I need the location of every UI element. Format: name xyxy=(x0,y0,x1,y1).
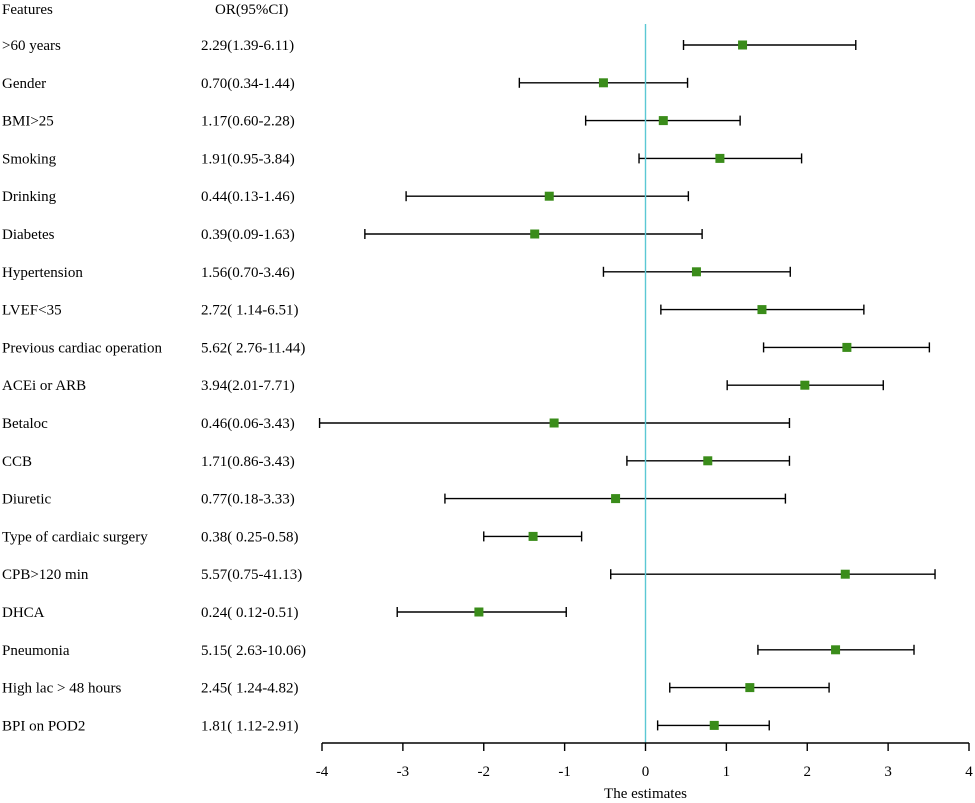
forest-row: LVEF<35 2.72( 1.14-6.51) xyxy=(2,303,865,319)
x-tick-label: 3 xyxy=(884,764,892,780)
or-ci-label: 1.56(0.70-3.46) xyxy=(201,265,295,281)
x-axis-label: The estimates xyxy=(604,786,687,802)
estimate-marker xyxy=(658,116,668,126)
forest-row: Gender 0.70(0.34-1.44) xyxy=(2,76,689,92)
estimate-marker xyxy=(709,720,719,730)
feature-label: Hypertension xyxy=(2,265,83,281)
x-axis: -4 -3 -2 -1 0 1 2 3 4 xyxy=(316,742,973,780)
feature-label: DHCA xyxy=(2,605,45,621)
x-tick-label: 1 xyxy=(723,764,731,780)
forest-row: Diabetes 0.39(0.09-1.63) xyxy=(2,227,703,243)
or-ci-label: 1.81( 1.12-2.91) xyxy=(201,718,299,734)
feature-label: Pneumonia xyxy=(2,643,70,659)
forest-row: BMI>25 1.17(0.60-2.28) xyxy=(2,114,741,130)
forest-row: Pneumonia 5.15( 2.63-10.06) xyxy=(2,643,915,659)
forest-row: Diuretic 0.77(0.18-3.33) xyxy=(2,492,787,508)
x-tick-label: -2 xyxy=(478,764,491,780)
or-ci-label: 2.45( 1.24-4.82) xyxy=(201,681,299,697)
or-ci-label: 0.44(0.13-1.46) xyxy=(201,189,295,205)
feature-label: Diuretic xyxy=(2,492,51,508)
or-ci-label: 0.39(0.09-1.63) xyxy=(201,227,295,243)
x-tick-label: 2 xyxy=(804,764,812,780)
feature-label: Type of cardiaic surgery xyxy=(2,529,148,545)
or-ci-label: 1.71(0.86-3.43) xyxy=(201,454,295,470)
or-ci-label: 2.29(1.39-6.11) xyxy=(201,38,294,54)
forest-row: >60 years 2.29(1.39-6.11) xyxy=(2,38,857,54)
feature-label: BPI on POD2 xyxy=(2,718,85,734)
feature-label: Diabetes xyxy=(2,227,55,243)
feature-label: ACEi or ARB xyxy=(2,378,86,394)
x-tick-label: 0 xyxy=(642,764,650,780)
forest-row: CCB 1.71(0.86-3.43) xyxy=(2,454,791,470)
or-ci-label: 2.72( 1.14-6.51) xyxy=(201,303,299,319)
feature-label: LVEF<35 xyxy=(2,303,62,319)
x-tick-label: 4 xyxy=(965,764,973,780)
forest-row: CPB>120 min 5.57(0.75-41.13) xyxy=(2,567,936,583)
or-ci-label: 5.57(0.75-41.13) xyxy=(201,567,302,583)
or-ci-label: 1.91(0.95-3.84) xyxy=(201,151,295,167)
features-header: Features xyxy=(2,2,53,18)
forest-row: Smoking 1.91(0.95-3.84) xyxy=(2,151,803,167)
or-ci-label: 5.15( 2.63-10.06) xyxy=(201,643,306,659)
or-ci-label: 5.62( 2.76-11.44) xyxy=(201,340,305,356)
estimate-marker xyxy=(549,418,559,428)
estimate-marker xyxy=(703,456,713,466)
estimate-marker xyxy=(528,531,538,541)
feature-label: Gender xyxy=(2,76,46,92)
forest-row: Type of cardiaic surgery 0.38( 0.25-0.58) xyxy=(2,529,583,545)
estimate-marker xyxy=(738,40,748,50)
forest-row: Betaloc 0.46(0.06-3.43) xyxy=(2,416,791,432)
estimate-marker xyxy=(800,380,810,390)
forest-row: Drinking 0.44(0.13-1.46) xyxy=(2,189,690,205)
or-header: OR(95%CI) xyxy=(215,2,288,18)
estimate-marker xyxy=(598,78,608,88)
estimate-marker xyxy=(611,494,621,504)
forest-row: DHCA 0.24( 0.12-0.51) xyxy=(2,605,567,621)
feature-label: CPB>120 min xyxy=(2,567,89,583)
estimate-marker xyxy=(831,645,841,655)
estimate-marker xyxy=(715,153,725,163)
estimate-marker xyxy=(691,267,701,277)
or-ci-label: 1.17(0.60-2.28) xyxy=(201,114,295,130)
feature-label: Drinking xyxy=(2,189,57,205)
estimate-marker xyxy=(745,683,755,693)
feature-label: BMI>25 xyxy=(2,114,54,130)
x-tick-label: -1 xyxy=(558,764,571,780)
x-tick-label: -4 xyxy=(316,764,329,780)
or-ci-label: 0.77(0.18-3.33) xyxy=(201,492,295,508)
estimate-marker xyxy=(842,342,852,352)
estimate-marker xyxy=(530,229,540,239)
estimate-marker xyxy=(757,305,767,315)
feature-label: >60 years xyxy=(2,38,61,54)
feature-label: Previous cardiac operation xyxy=(2,340,162,356)
or-ci-label: 3.94(2.01-7.71) xyxy=(201,378,295,394)
feature-label: Smoking xyxy=(2,151,57,167)
or-ci-label: 0.38( 0.25-0.58) xyxy=(201,529,299,545)
estimate-marker xyxy=(474,607,484,617)
forest-row: BPI on POD2 1.81( 1.12-2.91) xyxy=(2,718,770,734)
or-ci-label: 0.46(0.06-3.43) xyxy=(201,416,295,432)
estimate-marker xyxy=(840,569,850,579)
or-ci-label: 0.24( 0.12-0.51) xyxy=(201,605,299,621)
forest-row: ACEi or ARB 3.94(2.01-7.71) xyxy=(2,378,884,394)
or-ci-label: 0.70(0.34-1.44) xyxy=(201,76,295,92)
forest-row: Hypertension 1.56(0.70-3.46) xyxy=(2,265,791,281)
forest-row: High lac > 48 hours 2.45( 1.24-4.82) xyxy=(2,681,830,697)
feature-label: Betaloc xyxy=(2,416,48,432)
forest-row: Previous cardiac operation 5.62( 2.76-11.… xyxy=(2,340,931,356)
x-tick-label: -3 xyxy=(397,764,410,780)
estimate-marker xyxy=(544,191,554,201)
feature-label: High lac > 48 hours xyxy=(2,681,121,697)
feature-label: CCB xyxy=(2,454,32,470)
